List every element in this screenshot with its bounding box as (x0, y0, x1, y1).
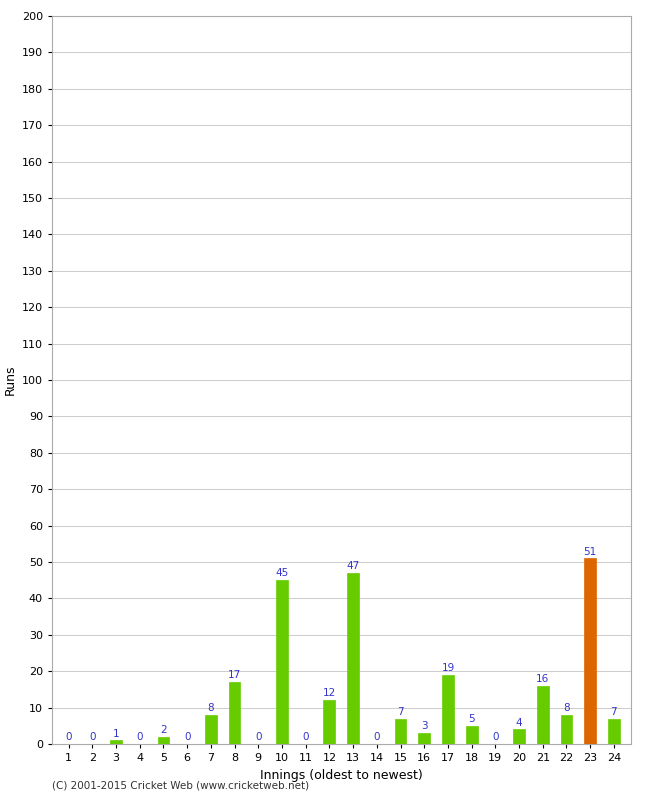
Bar (324, 700, 335, 744)
Text: 45: 45 (276, 568, 289, 578)
Text: 51: 51 (584, 546, 597, 557)
Y-axis label: Runs: Runs (3, 365, 16, 395)
Text: 7: 7 (397, 706, 404, 717)
Text: 0: 0 (255, 732, 261, 742)
Text: 2: 2 (160, 725, 167, 735)
Text: 12: 12 (323, 689, 336, 698)
Bar (537, 686, 549, 744)
Text: 0: 0 (184, 732, 190, 742)
Bar (513, 730, 525, 744)
Text: 8: 8 (207, 703, 214, 713)
Text: 0: 0 (492, 732, 499, 742)
Text: 0: 0 (374, 732, 380, 742)
Text: 1: 1 (112, 729, 120, 738)
Text: 19: 19 (441, 663, 454, 673)
Bar (347, 573, 359, 744)
Text: 0: 0 (89, 732, 96, 742)
Bar (110, 740, 122, 744)
Bar (419, 733, 430, 744)
Text: 16: 16 (536, 674, 549, 684)
Bar (395, 718, 406, 744)
Bar (584, 558, 596, 744)
Text: 3: 3 (421, 722, 428, 731)
Bar (205, 715, 217, 744)
Bar (560, 715, 573, 744)
Text: 0: 0 (302, 732, 309, 742)
Text: 17: 17 (228, 670, 241, 680)
Bar (465, 726, 478, 744)
Bar (276, 580, 288, 744)
Bar (157, 737, 170, 744)
X-axis label: Innings (oldest to newest): Innings (oldest to newest) (260, 769, 422, 782)
Text: 7: 7 (610, 706, 617, 717)
Text: (C) 2001-2015 Cricket Web (www.cricketweb.net): (C) 2001-2015 Cricket Web (www.cricketwe… (52, 781, 309, 790)
Bar (608, 718, 620, 744)
Text: 4: 4 (515, 718, 523, 728)
Bar (229, 682, 240, 744)
Text: 0: 0 (66, 732, 72, 742)
Text: 0: 0 (136, 732, 143, 742)
Text: 8: 8 (563, 703, 570, 713)
Text: 5: 5 (469, 714, 475, 724)
Bar (442, 675, 454, 744)
Text: 47: 47 (346, 561, 359, 571)
